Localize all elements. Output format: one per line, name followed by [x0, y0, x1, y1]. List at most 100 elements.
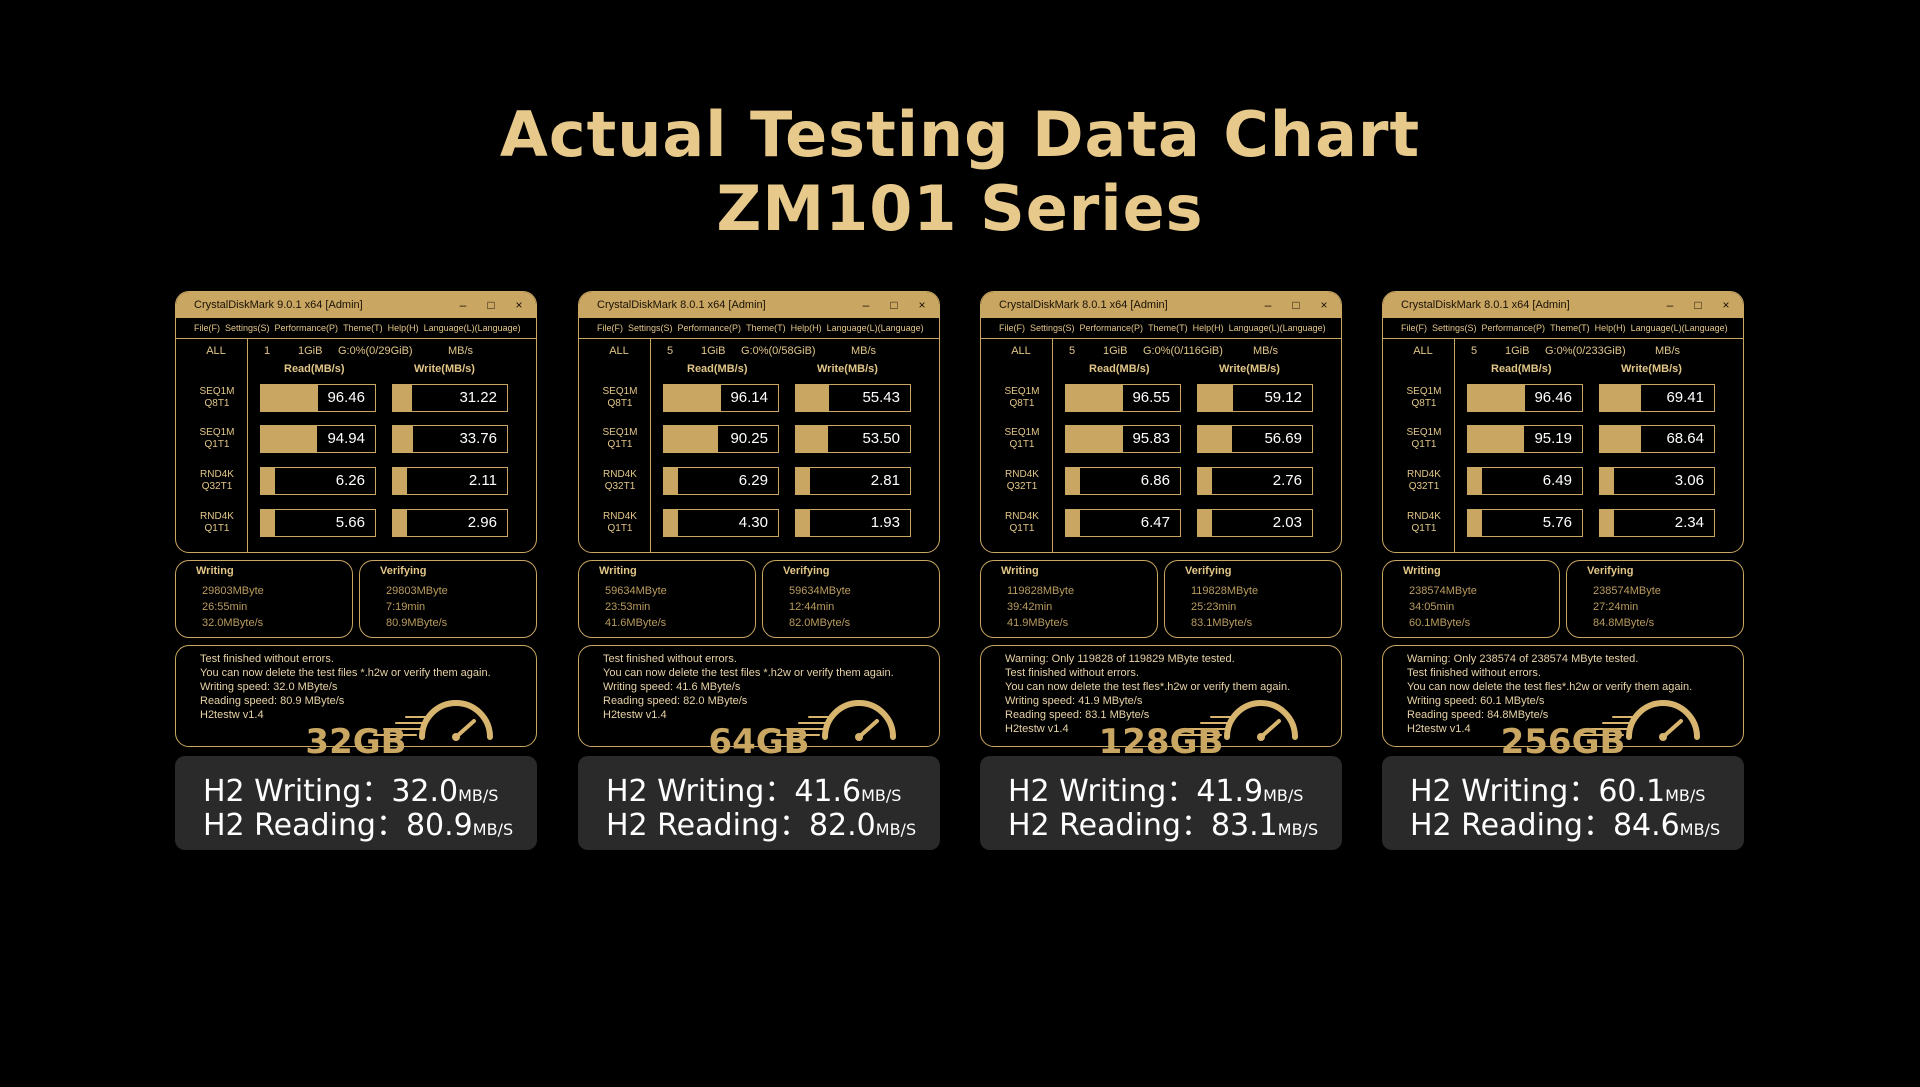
- speed-summary: H2 Writing：32.0MB/S H2 Reading：80.9MB/S: [175, 756, 537, 850]
- menu-language[interactable]: Language(L)(Language): [1228, 323, 1326, 333]
- menu-settings[interactable]: Settings(S): [1030, 323, 1075, 333]
- write-value: 68.64: [1666, 430, 1704, 447]
- test-button[interactable]: RND4K Q32T1: [194, 469, 240, 493]
- all-button[interactable]: ALL: [1413, 345, 1433, 357]
- menu-theme[interactable]: Theme(T): [746, 323, 786, 333]
- test-size-select[interactable]: 1GiB: [1505, 345, 1530, 357]
- h2-writing-value: 60.1: [1598, 774, 1666, 809]
- read-bar-fill: [664, 468, 678, 494]
- divider: [650, 339, 651, 552]
- drive-select[interactable]: G:0%(0/29GiB): [338, 345, 413, 357]
- read-bar-fill: [261, 510, 275, 536]
- menu-performance[interactable]: Performance(P): [1079, 323, 1144, 333]
- menu-language[interactable]: Language(L)(Language): [826, 323, 924, 333]
- maximize-icon[interactable]: □: [487, 298, 495, 312]
- window-titlebar: CrystalDiskMark 9.0.1 x64 [Admin] – □ ×: [176, 292, 536, 318]
- menu-settings[interactable]: Settings(S): [225, 323, 270, 333]
- maximize-icon[interactable]: □: [890, 298, 898, 312]
- menu-theme[interactable]: Theme(T): [1148, 323, 1188, 333]
- menu-language[interactable]: Language(L)(Language): [1630, 323, 1728, 333]
- close-icon[interactable]: ×: [918, 298, 926, 312]
- drive-select[interactable]: G:0%(0/233GiB): [1545, 345, 1626, 357]
- log-line: Test finished without errors.: [1407, 667, 1541, 679]
- menu-performance[interactable]: Performance(P): [677, 323, 742, 333]
- menu-language[interactable]: Language(L)(Language): [423, 323, 521, 333]
- log-line: H2testw v1.4: [1005, 723, 1069, 735]
- menu-file[interactable]: File(F): [597, 323, 623, 333]
- menu-settings[interactable]: Settings(S): [1432, 323, 1477, 333]
- unit-select[interactable]: MB/s: [448, 345, 474, 357]
- menu-performance[interactable]: Performance(P): [1481, 323, 1546, 333]
- close-icon[interactable]: ×: [515, 298, 523, 312]
- test-button[interactable]: RND4K Q1T1: [194, 511, 240, 535]
- test-name-line1: RND4K: [1005, 469, 1039, 480]
- drive-select[interactable]: G:0%(0/116GiB): [1143, 345, 1223, 357]
- close-icon[interactable]: ×: [1722, 298, 1730, 312]
- test-button[interactable]: RND4K Q1T1: [999, 511, 1045, 535]
- menu-help[interactable]: Help(H): [1192, 323, 1224, 333]
- h2-reading-value: 82.0: [808, 808, 876, 843]
- menu-help[interactable]: Help(H): [1594, 323, 1626, 333]
- test-button[interactable]: RND4K Q1T1: [597, 511, 643, 535]
- write-value: 1.93: [870, 514, 900, 531]
- log-text: Warning: Only 119828 of 119829 MByte tes…: [1005, 652, 1290, 736]
- menu-help[interactable]: Help(H): [790, 323, 822, 333]
- test-count-select[interactable]: 5: [667, 345, 674, 357]
- test-count-select[interactable]: 5: [1069, 345, 1076, 357]
- menu-theme[interactable]: Theme(T): [343, 323, 383, 333]
- test-button[interactable]: SEQ1M Q8T1: [1401, 386, 1447, 410]
- menu-theme[interactable]: Theme(T): [1550, 323, 1590, 333]
- menu-file[interactable]: File(F): [999, 323, 1025, 333]
- test-size-select[interactable]: 1GiB: [701, 345, 726, 357]
- close-icon[interactable]: ×: [1320, 298, 1328, 312]
- unit-select[interactable]: MB/s: [1253, 345, 1279, 357]
- test-button[interactable]: SEQ1M Q1T1: [1401, 427, 1447, 451]
- menu-help[interactable]: Help(H): [387, 323, 419, 333]
- writing-line: 119828MByte: [1007, 585, 1075, 597]
- test-count-select[interactable]: 5: [1471, 345, 1478, 357]
- read-value: 5.76: [1542, 514, 1572, 531]
- test-button[interactable]: SEQ1M Q1T1: [194, 427, 240, 451]
- drive-select[interactable]: G:0%(0/58GiB): [741, 345, 816, 357]
- read-value: 6.49: [1542, 472, 1572, 489]
- test-button[interactable]: RND4K Q32T1: [999, 469, 1045, 493]
- read-value: 94.94: [327, 430, 365, 447]
- read-value: 6.47: [1140, 514, 1170, 531]
- write-result-bar: 59.12: [1197, 384, 1313, 412]
- test-button[interactable]: SEQ1M Q1T1: [597, 427, 643, 451]
- test-button[interactable]: SEQ1M Q1T1: [999, 427, 1045, 451]
- minimize-icon[interactable]: –: [1666, 298, 1674, 312]
- write-bar-fill: [796, 510, 810, 536]
- maximize-icon[interactable]: □: [1292, 298, 1300, 312]
- test-button[interactable]: RND4K Q32T1: [1401, 469, 1447, 493]
- menu-file[interactable]: File(F): [1401, 323, 1427, 333]
- test-size-select[interactable]: 1GiB: [1103, 345, 1128, 357]
- write-value: 56.69: [1264, 430, 1302, 447]
- test-button[interactable]: SEQ1M Q8T1: [194, 386, 240, 410]
- unit-select[interactable]: MB/s: [851, 345, 877, 357]
- all-button[interactable]: ALL: [609, 345, 629, 357]
- log-text: Test finished without errors. You can now…: [603, 652, 894, 722]
- minimize-icon[interactable]: –: [459, 298, 467, 312]
- menu-performance[interactable]: Performance(P): [274, 323, 339, 333]
- test-button[interactable]: RND4K Q32T1: [597, 469, 643, 493]
- test-button[interactable]: SEQ1M Q8T1: [597, 386, 643, 410]
- write-bar-fill: [796, 468, 810, 494]
- minimize-icon[interactable]: –: [1264, 298, 1272, 312]
- h2-reading-line: H2 Reading：82.0MB/S: [606, 800, 916, 844]
- writing-line: 60.1MByte/s: [1409, 617, 1471, 629]
- menu-file[interactable]: File(F): [194, 323, 220, 333]
- test-settings: 5 1GiB G:0%(0/58GiB) MB/s: [667, 345, 876, 357]
- write-result-bar: 1.93: [795, 509, 911, 537]
- all-button[interactable]: ALL: [1011, 345, 1031, 357]
- test-size-select[interactable]: 1GiB: [298, 345, 323, 357]
- unit-select[interactable]: MB/s: [1655, 345, 1681, 357]
- test-button[interactable]: RND4K Q1T1: [1401, 511, 1447, 535]
- minimize-icon[interactable]: –: [862, 298, 870, 312]
- menu-settings[interactable]: Settings(S): [628, 323, 673, 333]
- test-count-select[interactable]: 1: [264, 345, 271, 357]
- test-button[interactable]: SEQ1M Q8T1: [999, 386, 1045, 410]
- log-line: Writing speed: 41.6 MByte/s: [603, 681, 741, 693]
- all-button[interactable]: ALL: [206, 345, 226, 357]
- maximize-icon[interactable]: □: [1694, 298, 1702, 312]
